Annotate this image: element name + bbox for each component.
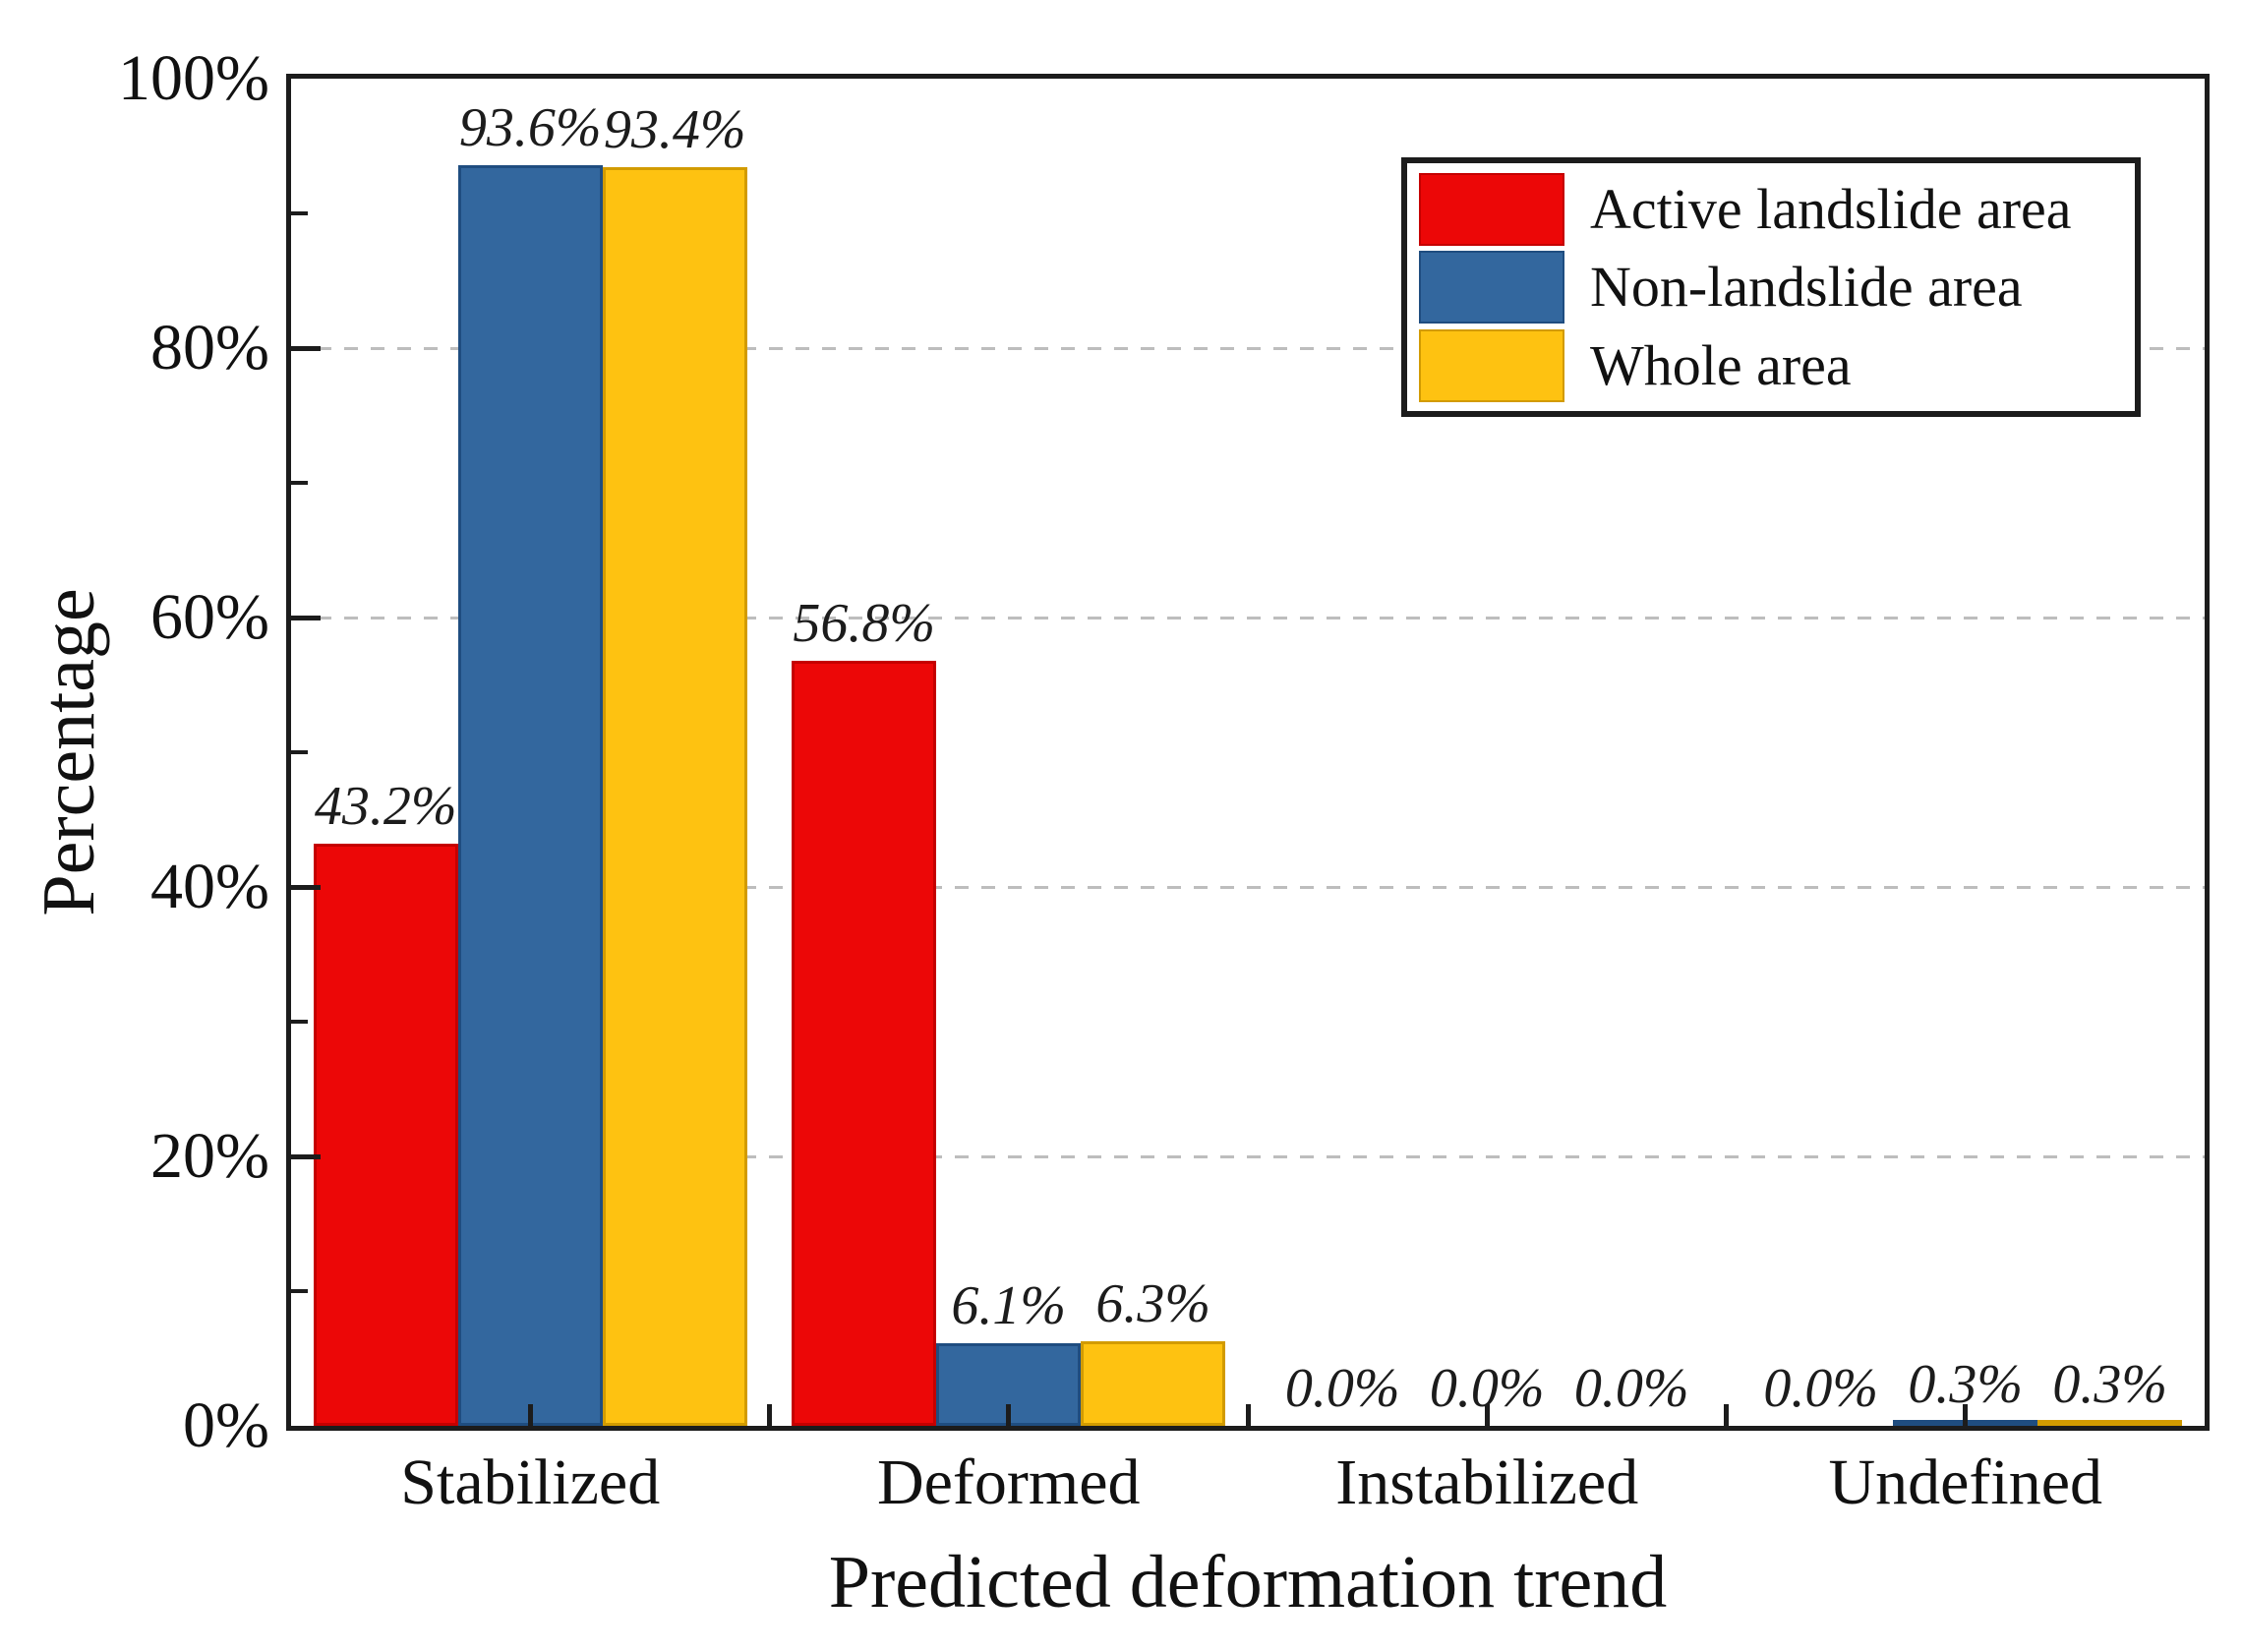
y-tick-label: 20%: [150, 1120, 269, 1192]
bar-value-label: 0.0%: [1763, 1358, 1879, 1419]
legend-label: Active landslide area: [1590, 176, 2072, 241]
bar-value-label: 93.4%: [603, 99, 746, 161]
gridline: [291, 346, 2205, 350]
y-tick-label: 40%: [150, 851, 269, 922]
legend-row: Non-landslide area: [1419, 251, 2127, 324]
bar-value-label: 6.3%: [1095, 1272, 1211, 1334]
x-axis-title: Predicted deformation trend: [828, 1541, 1668, 1623]
x-boundary-tick: [1245, 1404, 1251, 1426]
bar: [792, 660, 937, 1426]
x-category-tick: [1963, 1404, 1969, 1426]
bar-value-label: 0.0%: [1284, 1358, 1400, 1419]
x-boundary-tick: [767, 1404, 772, 1426]
y-major-tick: [291, 884, 321, 890]
x-category-label: Stabilized: [400, 1446, 661, 1518]
x-category-label: Undefined: [1828, 1446, 2103, 1518]
gridline: [291, 1154, 2205, 1158]
legend-row: Whole area: [1419, 328, 2127, 402]
y-minor-tick: [291, 211, 308, 215]
y-minor-tick: [291, 1020, 308, 1024]
y-major-tick: [291, 615, 321, 620]
bar-value-label: 0.0%: [1573, 1358, 1689, 1419]
gridline: [291, 616, 2205, 620]
y-minor-tick: [291, 750, 308, 754]
x-category-label: Instabilized: [1335, 1446, 1639, 1518]
x-category-tick: [1484, 1404, 1490, 1426]
bar-value-label: 93.6%: [458, 96, 602, 158]
y-minor-tick: [291, 1289, 308, 1293]
x-category-label: Deformed: [876, 1446, 1141, 1518]
y-tick-label: 0%: [183, 1389, 269, 1461]
bar-value-label: 6.1%: [951, 1275, 1067, 1337]
bar: [2037, 1420, 2183, 1426]
y-major-tick: [291, 345, 321, 351]
y-tick-label: 60%: [150, 581, 269, 653]
y-tick-label: 80%: [150, 312, 269, 384]
x-category-tick: [527, 1404, 533, 1426]
y-tick-label: 100%: [118, 42, 269, 114]
gridline: [291, 885, 2205, 889]
legend-swatch: [1419, 328, 1564, 402]
x-boundary-tick: [1724, 1404, 1729, 1426]
legend-row: Active landslide area: [1419, 172, 2127, 246]
bar: [1081, 1340, 1226, 1426]
y-minor-tick: [291, 481, 308, 485]
x-category-tick: [1006, 1404, 1012, 1426]
legend-label: Non-landslide area: [1590, 255, 2023, 319]
bar-value-label: 0.3%: [2052, 1353, 2168, 1415]
bar: [457, 164, 603, 1426]
legend-swatch: [1419, 251, 1564, 324]
bar: [313, 844, 458, 1426]
bar-value-label: 56.8%: [793, 592, 936, 654]
bar-value-label: 0.3%: [1908, 1353, 2024, 1415]
legend-swatch: [1419, 172, 1564, 246]
bar: [602, 167, 747, 1426]
legend: Active landslide area Non-landslide area W…: [1401, 157, 2141, 417]
bar-value-label: 43.2%: [314, 776, 457, 838]
y-major-tick: [291, 1153, 321, 1159]
legend-label: Whole area: [1590, 332, 1852, 397]
